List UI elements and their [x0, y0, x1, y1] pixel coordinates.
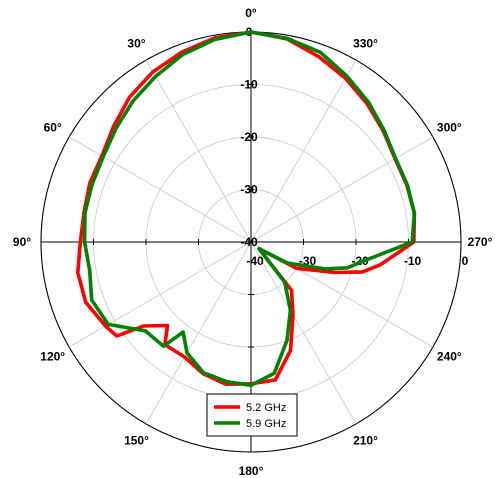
grid-spoke [145, 241, 252, 425]
angle-labels: 0° 30° 60° 90° 120° 150° 180° 210° 240° 270° 300° 3… [13, 6, 493, 478]
radial-labels: 0-10-20-30-40-40 -30 -20 -10 0 [240, 25, 468, 268]
legend-label: 5.9 GHz [246, 418, 286, 430]
trace-5-9-ghz [82, 30, 417, 388]
angle-tick-label: 210° [353, 433, 378, 447]
angle-tick-label: 300° [437, 121, 462, 135]
angle-tick-label: 0° [245, 6, 257, 20]
angle-tick-label: 240° [437, 350, 462, 364]
angle-tick-label: 270° [468, 235, 493, 249]
radial-tick-label-horizontal: -10 [404, 254, 422, 268]
legend: 5.2 GHz 5.9 GHz [206, 393, 298, 437]
legend-label: 5.2 GHz [246, 402, 286, 414]
grid-spoke [145, 59, 252, 243]
legend-box [206, 393, 298, 437]
grid-spoke [68, 136, 252, 243]
traces [76, 30, 417, 388]
radial-tick-label-horizontal: -40 [246, 254, 264, 268]
angle-tick-label: 120° [40, 350, 65, 364]
radial-tick-label-horizontal: 0 [462, 254, 469, 268]
grid-spokes [68, 59, 434, 425]
angle-tick-label: 330° [353, 37, 378, 51]
grid-spoke [250, 59, 357, 243]
radial-tick-label: -40 [240, 235, 258, 249]
angle-tick-label: 60° [44, 121, 62, 135]
angle-tick-label: 90° [13, 235, 31, 249]
grid-spoke [250, 136, 434, 243]
angle-tick-label: 30° [127, 37, 145, 51]
grid-spoke [68, 241, 252, 348]
radial-tick-label: -30 [240, 183, 258, 197]
grid-spoke [250, 241, 357, 425]
radial-tick-label: -10 [240, 78, 258, 92]
radial-tick-label: -20 [240, 130, 258, 144]
angle-tick-label: 180° [239, 464, 264, 478]
angle-tick-label: 150° [124, 433, 149, 447]
